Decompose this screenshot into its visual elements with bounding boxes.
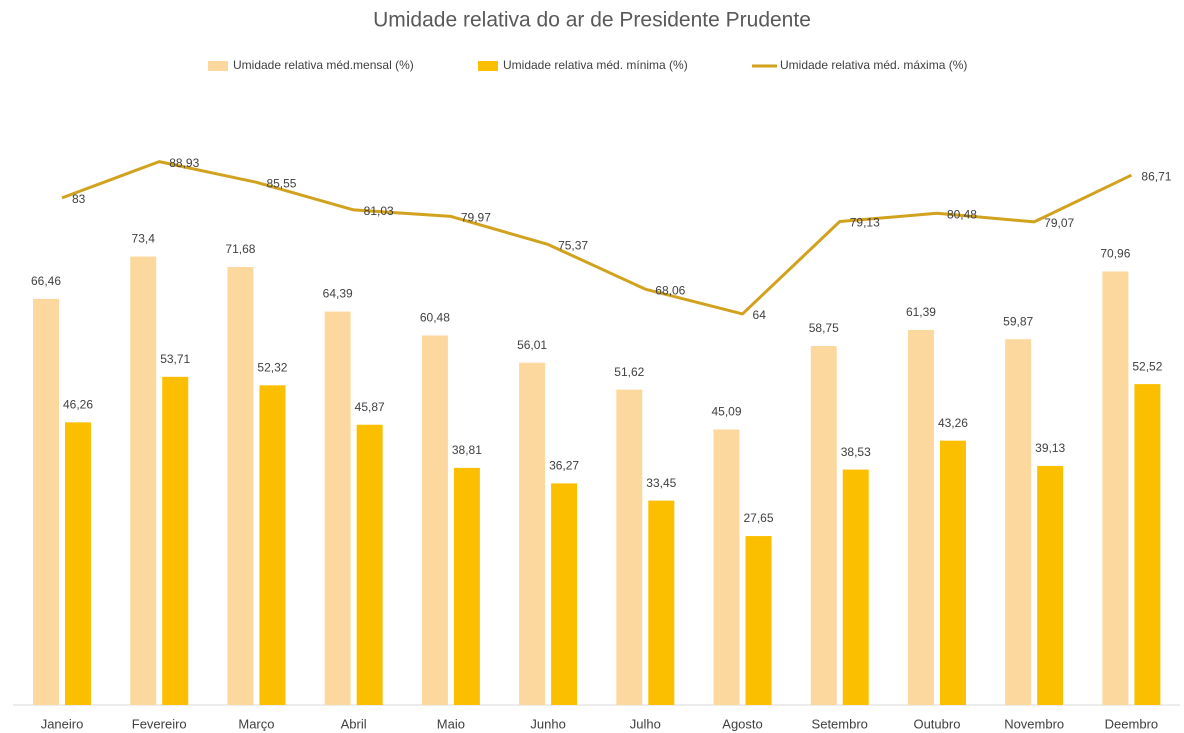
bar	[130, 256, 157, 705]
x-tick-label: Agosto	[722, 716, 762, 731]
data-label: 52,52	[1132, 359, 1162, 373]
x-tick-label: Março	[238, 716, 274, 731]
data-label: 88,93	[169, 156, 199, 170]
legend-swatch	[208, 61, 228, 71]
data-label: 27,65	[744, 511, 774, 525]
data-label: 51,62	[614, 365, 644, 379]
data-label: 68,06	[655, 283, 685, 297]
data-label: 64	[753, 308, 767, 322]
bar	[1037, 465, 1064, 705]
data-label: 38,53	[841, 445, 871, 459]
data-label: 86,71	[1141, 169, 1171, 183]
data-label: 45,87	[355, 400, 385, 414]
x-tick-label: Janeiro	[41, 716, 84, 731]
bar	[421, 335, 448, 705]
legend-label: Umidade relativa méd. máxima (%)	[780, 58, 967, 72]
data-label: 56,01	[517, 338, 547, 352]
x-tick-label: Julho	[630, 716, 661, 731]
data-label: 46,26	[63, 398, 93, 412]
bar	[810, 346, 837, 705]
x-tick-label: Outubro	[913, 716, 960, 731]
data-label: 38,81	[452, 443, 482, 457]
bar	[616, 389, 643, 705]
bar	[453, 467, 480, 705]
x-tick-label: Abril	[341, 716, 367, 731]
data-label: 70,96	[1100, 247, 1130, 261]
legend-label: Umidade relativa méd. mínima (%)	[503, 58, 688, 72]
line	[61, 160, 1133, 316]
bar	[1102, 271, 1129, 705]
bar	[842, 469, 869, 705]
bar	[939, 440, 966, 705]
data-label: 80,48	[947, 207, 977, 221]
bar	[648, 500, 675, 705]
x-tick-label: Fevereiro	[132, 716, 187, 731]
data-label: 66,46	[31, 274, 61, 288]
data-label: 33,45	[646, 476, 676, 490]
x-tick-label: Maio	[437, 716, 465, 731]
data-label: 52,32	[257, 360, 287, 374]
chart-title: Umidade relativa do ar de Presidente Pru…	[373, 9, 811, 32]
bar	[65, 422, 92, 705]
data-label: 53,71	[160, 352, 190, 366]
x-tick-label: Junho	[530, 716, 565, 731]
bar	[259, 385, 286, 705]
data-label: 79,97	[461, 211, 491, 225]
bar	[519, 362, 546, 705]
bar	[356, 424, 383, 705]
data-label: 71,68	[225, 242, 255, 256]
bar	[1005, 339, 1032, 705]
legend-label: Umidade relativa méd.mensal (%)	[233, 58, 414, 72]
data-label: 73,4	[132, 232, 156, 246]
data-label: 58,75	[809, 321, 839, 335]
data-label: 81,03	[364, 204, 394, 218]
data-label: 75,37	[558, 239, 588, 253]
data-label: 79,07	[1044, 216, 1074, 230]
data-label: 45,09	[712, 405, 742, 419]
data-label: 43,26	[938, 416, 968, 430]
data-label: 59,87	[1003, 314, 1033, 328]
bar	[551, 483, 578, 705]
data-label: 83	[72, 192, 86, 206]
data-label: 60,48	[420, 311, 450, 325]
legend-swatch	[478, 61, 498, 71]
x-tick-label: Deembro	[1105, 716, 1158, 731]
data-label: 61,39	[906, 305, 936, 319]
x-tick-label: Novembro	[1004, 716, 1064, 731]
bar	[745, 536, 772, 705]
x-tick-label: Setembro	[812, 716, 868, 731]
bar	[1134, 384, 1161, 705]
bar	[324, 311, 351, 705]
bar	[33, 298, 60, 705]
bar	[713, 429, 740, 705]
bar	[907, 329, 934, 705]
data-label: 36,27	[549, 459, 579, 473]
data-label: 64,39	[323, 287, 353, 301]
bar	[162, 376, 189, 705]
data-label: 85,55	[266, 176, 296, 190]
data-label: 79,13	[850, 216, 880, 230]
data-label: 39,13	[1035, 441, 1065, 455]
bar	[227, 267, 254, 705]
